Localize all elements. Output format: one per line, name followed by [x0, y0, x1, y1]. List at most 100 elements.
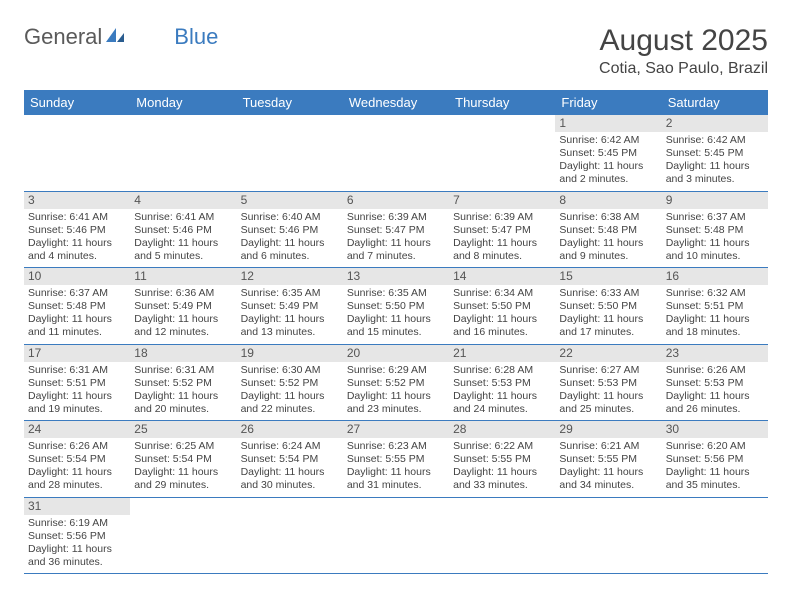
sunrise-line: Sunrise: 6:25 AM: [134, 440, 232, 453]
day-number: 6: [343, 192, 449, 209]
weekday-header: Wednesday: [343, 90, 449, 115]
daylight-line: Daylight: 11 hours and 25 minutes.: [559, 390, 657, 416]
sunset-line: Sunset: 5:46 PM: [134, 224, 232, 237]
empty-cell: [343, 115, 449, 191]
day-cell: 22 Sunrise: 6:27 AMSunset: 5:53 PMDayligh…: [555, 345, 661, 421]
day-cell: 10Sunrise: 6:37 AMSunset: 5:48 PMDayligh…: [24, 268, 130, 344]
sunrise-line: Sunrise: 6:34 AM: [453, 287, 551, 300]
sunset-line: Sunset: 5:45 PM: [559, 147, 657, 160]
daylight-line: Daylight: 11 hours and 3 minutes.: [666, 160, 764, 186]
daylight-line: Daylight: 11 hours and 24 minutes.: [453, 390, 551, 416]
day-number: 7: [449, 192, 555, 209]
header: General Blue August 2025 Cotia, Sao Paul…: [0, 0, 792, 86]
day-cell: 14Sunrise: 6:34 AMSunset: 5:50 PMDayligh…: [449, 268, 555, 344]
empty-cell: [449, 498, 555, 574]
weekday-header-row: SundayMondayTuesdayWednesdayThursdayFrid…: [24, 90, 768, 115]
day-number: 24: [24, 421, 130, 438]
logo-text-blue: Blue: [174, 24, 218, 50]
empty-cell: [449, 115, 555, 191]
day-number: 19: [237, 345, 343, 362]
sunset-line: Sunset: 5:46 PM: [28, 224, 126, 237]
weeks-container: 1Sunrise: 6:42 AMSunset: 5:45 PMDaylight…: [24, 115, 768, 574]
daylight-line: Daylight: 11 hours and 34 minutes.: [559, 466, 657, 492]
sunset-line: Sunset: 5:45 PM: [666, 147, 764, 160]
logo-text-general: General: [24, 24, 102, 50]
sunrise-line: Sunrise: 6:35 AM: [241, 287, 339, 300]
sunset-line: Sunset: 5:53 PM: [453, 377, 551, 390]
day-cell: 9Sunrise: 6:37 AMSunset: 5:48 PMDaylight…: [662, 192, 768, 268]
sunrise-line: Sunrise: 6:23 AM: [347, 440, 445, 453]
sunrise-line: Sunrise: 6:27 AM: [559, 364, 657, 377]
day-cell: 30Sunrise: 6:20 AMSunset: 5:56 PMDayligh…: [662, 421, 768, 497]
sunrise-line: Sunrise: 6:26 AM: [666, 364, 764, 377]
day-cell: 13Sunrise: 6:35 AMSunset: 5:50 PMDayligh…: [343, 268, 449, 344]
day-number: 27: [343, 421, 449, 438]
sunrise-line: Sunrise: 6:31 AM: [28, 364, 126, 377]
day-cell: 31Sunrise: 6:19 AMSunset: 5:56 PMDayligh…: [24, 498, 130, 574]
sunrise-line: Sunrise: 6:30 AM: [241, 364, 339, 377]
daylight-line: Daylight: 11 hours and 36 minutes.: [28, 543, 126, 569]
daylight-line: Daylight: 11 hours and 23 minutes.: [347, 390, 445, 416]
day-cell: 26Sunrise: 6:24 AMSunset: 5:54 PMDayligh…: [237, 421, 343, 497]
daylight-line: Daylight: 11 hours and 6 minutes.: [241, 237, 339, 263]
day-number: 10: [24, 268, 130, 285]
calendar: SundayMondayTuesdayWednesdayThursdayFrid…: [24, 90, 768, 574]
daylight-line: Daylight: 11 hours and 33 minutes.: [453, 466, 551, 492]
sunrise-line: Sunrise: 6:41 AM: [28, 211, 126, 224]
day-cell: 5Sunrise: 6:40 AMSunset: 5:46 PMDaylight…: [237, 192, 343, 268]
week-row: 17Sunrise: 6:31 AMSunset: 5:51 PMDayligh…: [24, 345, 768, 422]
sunrise-line: Sunrise: 6:22 AM: [453, 440, 551, 453]
day-number: 28: [449, 421, 555, 438]
day-number: 22: [555, 345, 661, 362]
day-cell: 18Sunrise: 6:31 AMSunset: 5:52 PMDayligh…: [130, 345, 236, 421]
sunset-line: Sunset: 5:56 PM: [28, 530, 126, 543]
daylight-line: Daylight: 11 hours and 22 minutes.: [241, 390, 339, 416]
weekday-header: Thursday: [449, 90, 555, 115]
logo: General Blue: [24, 24, 218, 50]
daylight-line: Daylight: 11 hours and 5 minutes.: [134, 237, 232, 263]
day-cell: 25Sunrise: 6:25 AMSunset: 5:54 PMDayligh…: [130, 421, 236, 497]
sunrise-line: Sunrise: 6:38 AM: [559, 211, 657, 224]
sunset-line: Sunset: 5:52 PM: [241, 377, 339, 390]
day-cell: 16Sunrise: 6:32 AMSunset: 5:51 PMDayligh…: [662, 268, 768, 344]
weekday-header: Tuesday: [237, 90, 343, 115]
sunset-line: Sunset: 5:54 PM: [241, 453, 339, 466]
day-number: 26: [237, 421, 343, 438]
sunset-line: Sunset: 5:49 PM: [241, 300, 339, 313]
day-cell: 2Sunrise: 6:42 AMSunset: 5:45 PMDaylight…: [662, 115, 768, 191]
daylight-line: Daylight: 11 hours and 29 minutes.: [134, 466, 232, 492]
day-number: 4: [130, 192, 236, 209]
day-cell: 19 Sunrise: 6:30 AMSunset: 5:52 PMDayligh…: [237, 345, 343, 421]
weekday-header: Saturday: [662, 90, 768, 115]
sunset-line: Sunset: 5:53 PM: [559, 377, 657, 390]
title-block: August 2025 Cotia, Sao Paulo, Brazil: [599, 24, 768, 78]
day-number: 9: [662, 192, 768, 209]
sunset-line: Sunset: 5:47 PM: [453, 224, 551, 237]
sunset-line: Sunset: 5:47 PM: [347, 224, 445, 237]
daylight-line: Daylight: 11 hours and 20 minutes.: [134, 390, 232, 416]
day-cell: 24Sunrise: 6:26 AMSunset: 5:54 PMDayligh…: [24, 421, 130, 497]
daylight-line: Daylight: 11 hours and 18 minutes.: [666, 313, 764, 339]
daylight-line: Daylight: 11 hours and 11 minutes.: [28, 313, 126, 339]
sunrise-line: Sunrise: 6:32 AM: [666, 287, 764, 300]
week-row: 31Sunrise: 6:19 AMSunset: 5:56 PMDayligh…: [24, 498, 768, 575]
daylight-line: Daylight: 11 hours and 26 minutes.: [666, 390, 764, 416]
day-cell: 3Sunrise: 6:41 AMSunset: 5:46 PMDaylight…: [24, 192, 130, 268]
day-cell: 8Sunrise: 6:38 AMSunset: 5:48 PMDaylight…: [555, 192, 661, 268]
sunrise-line: Sunrise: 6:40 AM: [241, 211, 339, 224]
sunset-line: Sunset: 5:50 PM: [347, 300, 445, 313]
week-row: 24Sunrise: 6:26 AMSunset: 5:54 PMDayligh…: [24, 421, 768, 498]
sunset-line: Sunset: 5:55 PM: [559, 453, 657, 466]
day-number: 16: [662, 268, 768, 285]
sunrise-line: Sunrise: 6:41 AM: [134, 211, 232, 224]
sunrise-line: Sunrise: 6:39 AM: [347, 211, 445, 224]
day-number: 18: [130, 345, 236, 362]
empty-cell: [130, 498, 236, 574]
sunrise-line: Sunrise: 6:37 AM: [28, 287, 126, 300]
sunset-line: Sunset: 5:48 PM: [666, 224, 764, 237]
daylight-line: Daylight: 11 hours and 19 minutes.: [28, 390, 126, 416]
weekday-header: Monday: [130, 90, 236, 115]
sunrise-line: Sunrise: 6:31 AM: [134, 364, 232, 377]
sunset-line: Sunset: 5:46 PM: [241, 224, 339, 237]
sunset-line: Sunset: 5:56 PM: [666, 453, 764, 466]
